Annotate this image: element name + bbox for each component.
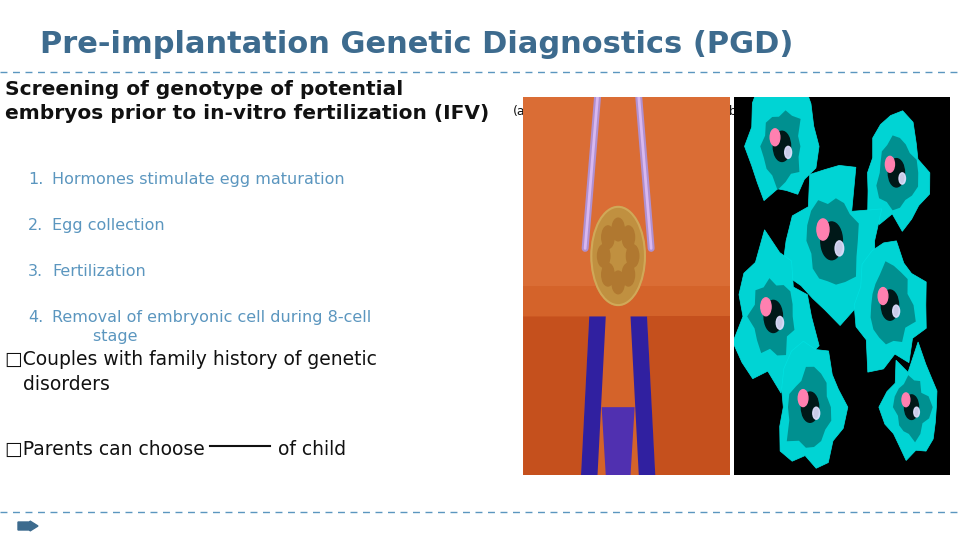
Polygon shape: [868, 111, 930, 231]
Text: disorders: disorders: [5, 375, 109, 394]
Text: Fertilization: Fertilization: [52, 264, 146, 279]
Circle shape: [902, 393, 910, 407]
Circle shape: [881, 290, 899, 320]
Text: Screening of genotype of potential
embryos prior to in-vitro fertilization (IFV): Screening of genotype of potential embry…: [5, 80, 490, 123]
Text: 2.: 2.: [28, 218, 43, 233]
Circle shape: [612, 218, 624, 241]
Polygon shape: [780, 341, 848, 468]
Circle shape: [773, 131, 790, 161]
Text: 3.: 3.: [28, 264, 43, 279]
Polygon shape: [806, 198, 859, 285]
Circle shape: [802, 392, 819, 422]
Text: Pre-implantation Genetic Diagnostics (PGD): Pre-implantation Genetic Diagnostics (PG…: [40, 30, 793, 59]
Circle shape: [821, 222, 843, 260]
Text: Hormones stimulate egg maturation: Hormones stimulate egg maturation: [52, 172, 345, 187]
Circle shape: [777, 316, 783, 329]
Polygon shape: [747, 278, 795, 355]
Circle shape: [878, 288, 888, 305]
Text: of child: of child: [278, 440, 347, 459]
Text: □Parents can choose: □Parents can choose: [5, 440, 204, 459]
Circle shape: [602, 226, 614, 248]
Circle shape: [888, 159, 904, 187]
Text: (b): (b): [725, 105, 742, 118]
Circle shape: [627, 245, 638, 267]
Circle shape: [914, 407, 920, 417]
Text: □Couples with family history of genetic: □Couples with family history of genetic: [5, 350, 377, 369]
Circle shape: [784, 146, 792, 158]
Circle shape: [893, 305, 900, 317]
Circle shape: [817, 219, 829, 240]
Text: 4.: 4.: [28, 310, 43, 325]
Circle shape: [597, 245, 610, 267]
Circle shape: [904, 395, 919, 420]
Polygon shape: [523, 316, 589, 475]
Polygon shape: [893, 375, 933, 442]
Polygon shape: [787, 367, 831, 448]
Circle shape: [770, 129, 780, 146]
Circle shape: [835, 241, 844, 256]
FancyArrow shape: [18, 521, 38, 531]
Polygon shape: [602, 407, 635, 475]
Circle shape: [612, 271, 624, 294]
Circle shape: [760, 298, 771, 316]
Circle shape: [885, 157, 895, 172]
Circle shape: [622, 226, 635, 248]
Circle shape: [899, 173, 905, 184]
Polygon shape: [854, 241, 926, 372]
Polygon shape: [871, 261, 916, 345]
Text: Removal of embryonic cell during 8-cell
        stage: Removal of embryonic cell during 8-cell …: [52, 310, 372, 343]
Circle shape: [799, 390, 808, 407]
Polygon shape: [647, 316, 730, 475]
Circle shape: [813, 407, 820, 419]
Text: Egg collection: Egg collection: [52, 218, 164, 233]
Polygon shape: [878, 342, 937, 461]
Circle shape: [591, 207, 645, 305]
Circle shape: [602, 264, 614, 286]
Polygon shape: [782, 165, 881, 326]
Bar: [523, 97, 730, 286]
Polygon shape: [631, 316, 656, 475]
Text: 1.: 1.: [28, 172, 43, 187]
Polygon shape: [876, 136, 919, 211]
Polygon shape: [581, 316, 606, 475]
Circle shape: [764, 300, 782, 333]
Text: (a): (a): [514, 105, 531, 118]
Circle shape: [622, 264, 635, 286]
Polygon shape: [760, 110, 801, 190]
Polygon shape: [745, 82, 819, 201]
Polygon shape: [732, 230, 819, 393]
